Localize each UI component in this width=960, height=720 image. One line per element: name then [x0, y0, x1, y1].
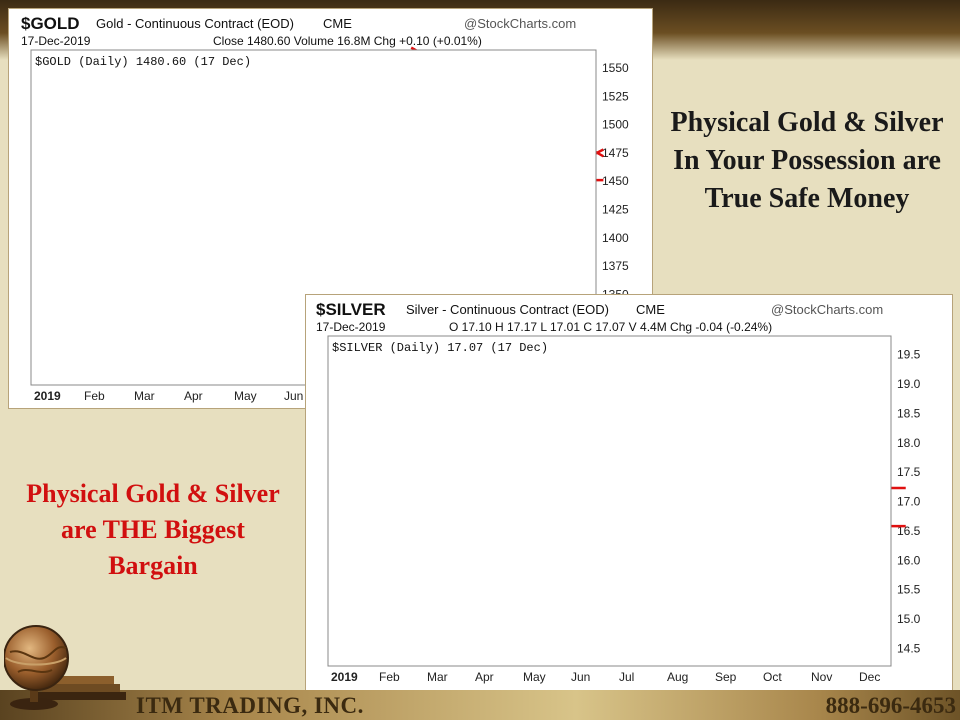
y-tick-label: 19.0: [897, 377, 921, 391]
y-tick-label: 14.5: [897, 641, 921, 655]
x-tick-label: Feb: [84, 389, 105, 403]
y-tick-label: 18.0: [897, 436, 921, 450]
silver-plot-area: 14.515.015.516.016.517.017.518.018.519.0…: [327, 335, 921, 684]
x-tick-label: May: [523, 670, 546, 684]
y-tick-label: 1475: [602, 146, 629, 160]
y-tick-label: 16.0: [897, 553, 921, 567]
x-tick-label: May: [234, 389, 257, 403]
x-tick-label: 2019: [34, 389, 61, 403]
y-tick-label: 1500: [602, 118, 629, 132]
y-tick-label: 1425: [602, 203, 629, 217]
callout-safe-money: Physical Gold & Silver In Your Possessio…: [670, 107, 944, 214]
silver-plot-frame: [327, 335, 892, 667]
y-tick-label: 15.5: [897, 583, 921, 597]
gold-legend: $GOLD (Daily) 1480.60 (17 Dec): [35, 55, 251, 69]
silver-chart: $SILVER Silver - Continuous Contract (EO…: [306, 295, 952, 691]
x-tick-label: Jun: [284, 389, 303, 403]
x-tick-label: Nov: [811, 670, 832, 684]
y-tick-label: 1550: [602, 61, 629, 75]
silver-exchange: CME: [636, 302, 665, 317]
y-tick-label: 1450: [602, 174, 629, 188]
x-tick-label: 2019: [331, 670, 358, 684]
x-tick-label: Jun: [571, 670, 590, 684]
silver-legend: $SILVER (Daily) 17.07 (17 Dec): [332, 341, 548, 355]
y-tick-label: 1375: [602, 259, 629, 273]
footer-company-name: ITM TRADING, INC.: [136, 693, 364, 718]
callout-biggest-bargain: Physical Gold & Silver are THE Biggest B…: [26, 479, 280, 580]
silver-symbol: $SILVER: [316, 300, 386, 319]
x-tick-label: Oct: [763, 670, 782, 684]
footer-phone: 888-696-4653: [825, 693, 956, 718]
footer-band: [0, 690, 960, 720]
y-tick-label: 1525: [602, 89, 629, 103]
globe-icon: [4, 625, 126, 710]
y-tick-label: 17.0: [897, 495, 921, 509]
x-tick-label: Mar: [134, 389, 155, 403]
x-tick-label: Feb: [379, 670, 400, 684]
y-tick-label: 18.5: [897, 406, 921, 420]
x-tick-label: Jul: [619, 670, 634, 684]
y-tick-label: 17.5: [897, 465, 921, 479]
silver-watermark: @StockCharts.com: [771, 302, 883, 317]
x-tick-label: Dec: [859, 670, 880, 684]
y-tick-label: 15.0: [897, 612, 921, 626]
y-tick-label: 1400: [602, 231, 629, 245]
x-tick-label: Aug: [667, 670, 688, 684]
x-tick-label: Sep: [715, 670, 737, 684]
silver-chart-svg: $SILVER Silver - Continuous Contract (EO…: [316, 300, 921, 684]
silver-title: Silver - Continuous Contract (EOD): [406, 302, 609, 317]
gold-quote: Close 1480.60 Volume 16.8M Chg +0.10 (+0…: [213, 34, 482, 48]
gold-title: Gold - Continuous Contract (EOD): [96, 16, 294, 31]
x-tick-label: Mar: [427, 670, 448, 684]
gold-watermark: @StockCharts.com: [464, 16, 576, 31]
gold-symbol: $GOLD: [21, 14, 80, 33]
x-tick-label: Apr: [184, 389, 203, 403]
silver-date: 17-Dec-2019: [316, 320, 386, 334]
x-tick-label: Apr: [475, 670, 494, 684]
gold-exchange: CME: [323, 16, 352, 31]
gold-date: 17-Dec-2019: [21, 34, 91, 48]
silver-quote: O 17.10 H 17.17 L 17.01 C 17.07 V 4.4M C…: [449, 320, 772, 334]
y-tick-label: 19.5: [897, 348, 921, 362]
